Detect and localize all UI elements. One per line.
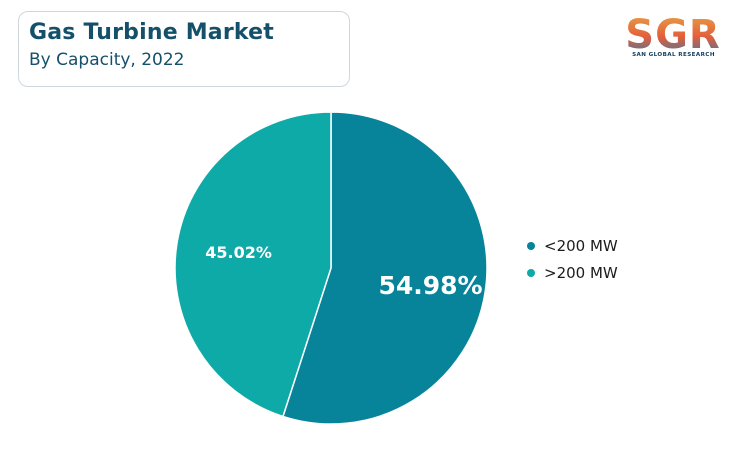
legend-swatch-1 [527, 268, 535, 277]
sgr-logo-text: SGR [626, 12, 721, 52]
sgr-logo: SGR SAN GLOBAL RESEARCH [626, 12, 721, 66]
sgr-logo-mark: SGR [626, 12, 721, 52]
legend-label: >200 MW [544, 263, 618, 282]
pie-slice [282, 111, 488, 425]
legend-item: >200 MW [527, 259, 618, 286]
chart-title: Gas Turbine Market [29, 20, 274, 45]
pie-slice [174, 111, 332, 418]
legend-label: <200 MW [544, 236, 618, 255]
pie-slice-label: 54.98% [378, 271, 482, 300]
legend-item: <200 MW [527, 232, 618, 259]
chart-legend: <200 MW >200 MW [527, 232, 618, 286]
pie-slice-label: 45.02% [205, 243, 272, 262]
chart-subtitle: By Capacity, 2022 [29, 50, 185, 70]
legend-swatch-0 [527, 241, 535, 250]
chart-title-box: Gas Turbine Market By Capacity, 2022 [18, 11, 350, 87]
sgr-logo-tagline: SAN GLOBAL RESEARCH [632, 52, 715, 58]
